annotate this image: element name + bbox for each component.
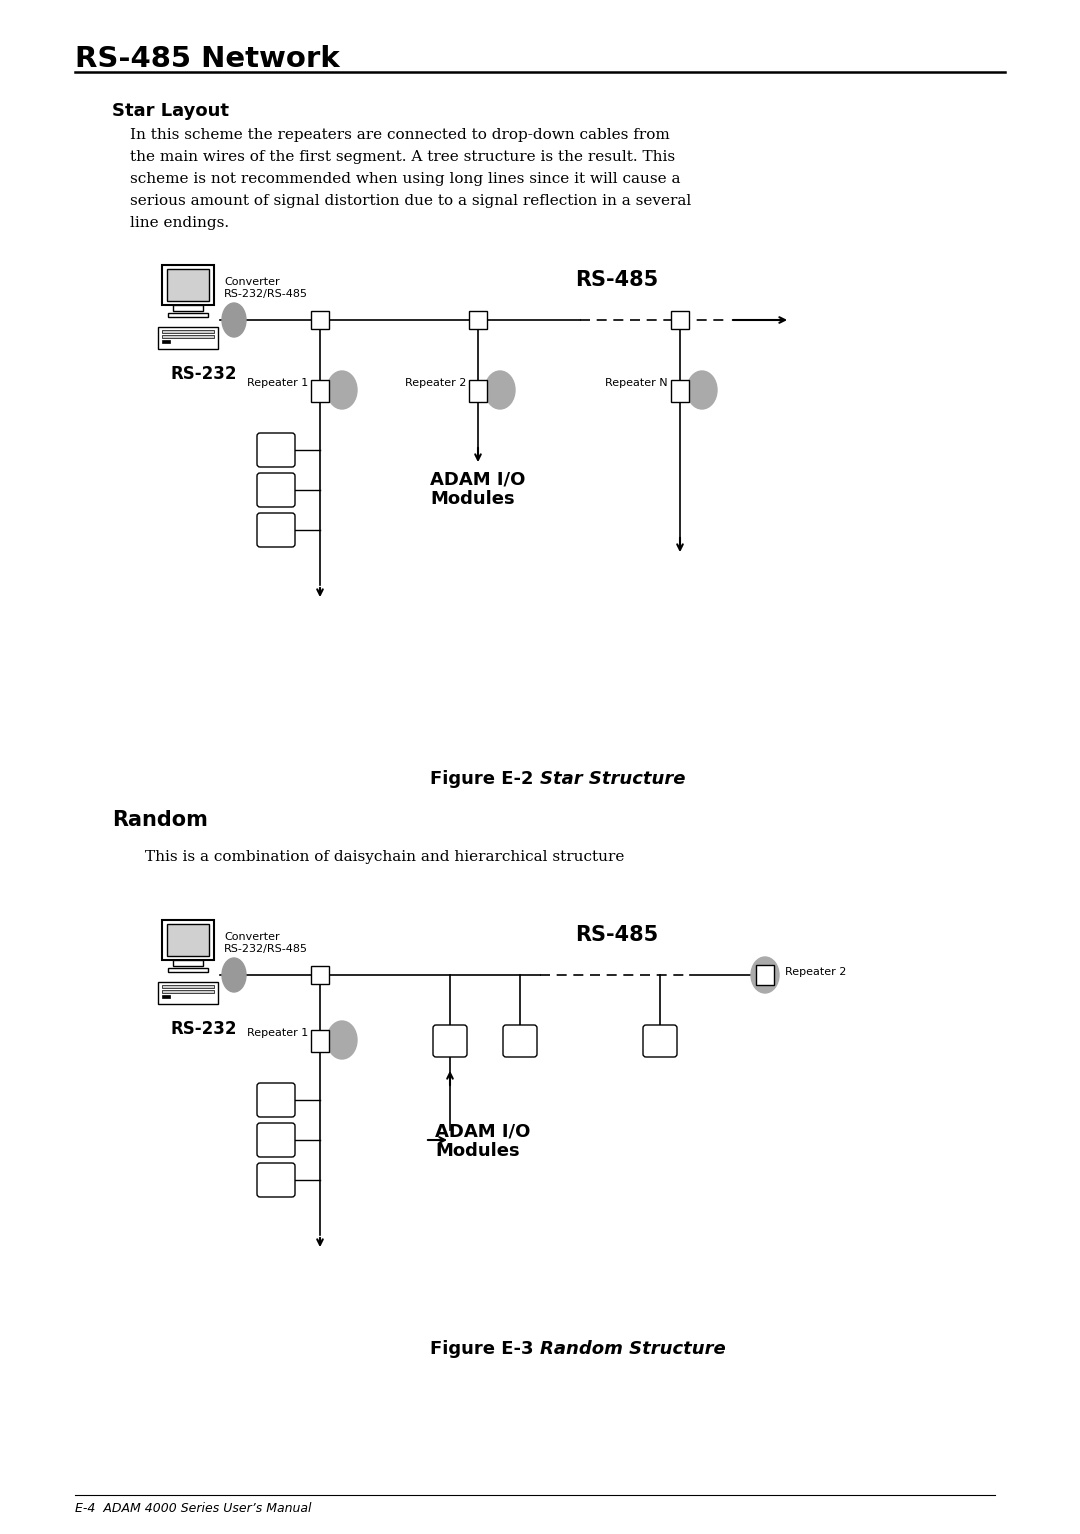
Bar [311, 1029, 329, 1052]
Bar [158, 982, 218, 1003]
Bar [168, 313, 208, 318]
FancyBboxPatch shape [643, 1025, 677, 1057]
Text: serious amount of signal distortion due to a signal reflection in a several: serious amount of signal distortion due … [130, 193, 691, 209]
Bar [671, 311, 689, 328]
Bar [158, 327, 218, 350]
Text: Modules: Modules [435, 1141, 519, 1160]
FancyBboxPatch shape [257, 1083, 295, 1117]
Bar [671, 380, 689, 402]
Ellipse shape [687, 371, 717, 410]
Bar [756, 965, 774, 985]
Text: Repeater 1: Repeater 1 [246, 1028, 308, 1039]
FancyBboxPatch shape [257, 512, 295, 548]
FancyBboxPatch shape [503, 1025, 537, 1057]
Text: N: N [656, 1034, 664, 1046]
Text: Converter: Converter [224, 278, 280, 287]
Text: 2: 2 [272, 1134, 280, 1146]
Bar [311, 966, 329, 983]
Bar [167, 923, 210, 956]
Text: 1: 1 [446, 1034, 454, 1046]
Ellipse shape [327, 1022, 357, 1058]
Text: RS-232: RS-232 [170, 1020, 237, 1039]
Text: the main wires of the first segment. A tree structure is the result. This: the main wires of the first segment. A t… [130, 150, 675, 164]
Bar [162, 341, 170, 344]
Bar [162, 265, 214, 305]
Bar [162, 989, 214, 992]
Text: Repeater N: Repeater N [606, 377, 669, 388]
Text: Random Structure: Random Structure [540, 1341, 726, 1358]
Text: RS-232/RS-485: RS-232/RS-485 [224, 943, 308, 954]
FancyBboxPatch shape [257, 1123, 295, 1157]
Ellipse shape [751, 957, 779, 992]
Text: Star Structure: Star Structure [540, 770, 686, 788]
Text: 3: 3 [272, 523, 280, 537]
Text: E-4  ADAM 4000 Series User’s Manual: E-4 ADAM 4000 Series User’s Manual [75, 1502, 311, 1516]
FancyBboxPatch shape [257, 1163, 295, 1197]
Text: scheme is not recommended when using long lines since it will cause a: scheme is not recommended when using lon… [130, 172, 680, 186]
Ellipse shape [222, 959, 246, 992]
Text: ADAM I/O: ADAM I/O [430, 469, 525, 488]
Text: Star Layout: Star Layout [112, 101, 229, 120]
Text: Figure E-2: Figure E-2 [430, 770, 540, 788]
Bar [469, 380, 487, 402]
Bar [168, 968, 208, 973]
Text: RS-232: RS-232 [170, 365, 237, 384]
FancyBboxPatch shape [433, 1025, 467, 1057]
FancyBboxPatch shape [257, 472, 295, 508]
Text: This is a combination of daisychain and hierarchical structure: This is a combination of daisychain and … [145, 850, 624, 864]
Bar [173, 305, 203, 311]
Text: Repeater 1: Repeater 1 [246, 377, 308, 388]
Bar [469, 311, 487, 328]
Text: Repeater 2: Repeater 2 [405, 377, 465, 388]
Ellipse shape [485, 371, 515, 410]
Text: Repeater 2: Repeater 2 [785, 966, 847, 977]
Text: RS-485 Network: RS-485 Network [75, 44, 340, 74]
Bar [162, 920, 214, 960]
Bar [162, 996, 170, 999]
Ellipse shape [327, 371, 357, 410]
Text: ADAM I/O: ADAM I/O [435, 1121, 530, 1140]
Bar [311, 380, 329, 402]
Text: RS-485: RS-485 [575, 270, 658, 290]
Bar [162, 334, 214, 337]
Text: line endings.: line endings. [130, 216, 229, 230]
Text: 3: 3 [272, 1174, 280, 1186]
Text: 1: 1 [272, 1094, 280, 1106]
Text: RS-232/RS-485: RS-232/RS-485 [224, 288, 308, 299]
FancyBboxPatch shape [257, 433, 295, 466]
Text: Modules: Modules [430, 489, 515, 508]
Text: Figure E-3: Figure E-3 [430, 1341, 540, 1358]
Bar [167, 268, 210, 301]
Text: RS-485: RS-485 [575, 925, 658, 945]
Text: 2: 2 [516, 1034, 524, 1046]
Bar [162, 985, 214, 988]
Text: Random: Random [112, 810, 207, 830]
Text: In this scheme the repeaters are connected to drop-down cables from: In this scheme the repeaters are connect… [130, 127, 670, 143]
Text: Converter: Converter [224, 933, 280, 942]
Bar [311, 311, 329, 328]
Ellipse shape [222, 304, 246, 337]
Text: 2: 2 [272, 483, 280, 497]
Bar [162, 330, 214, 333]
Bar [173, 960, 203, 966]
Text: 1: 1 [272, 443, 280, 457]
